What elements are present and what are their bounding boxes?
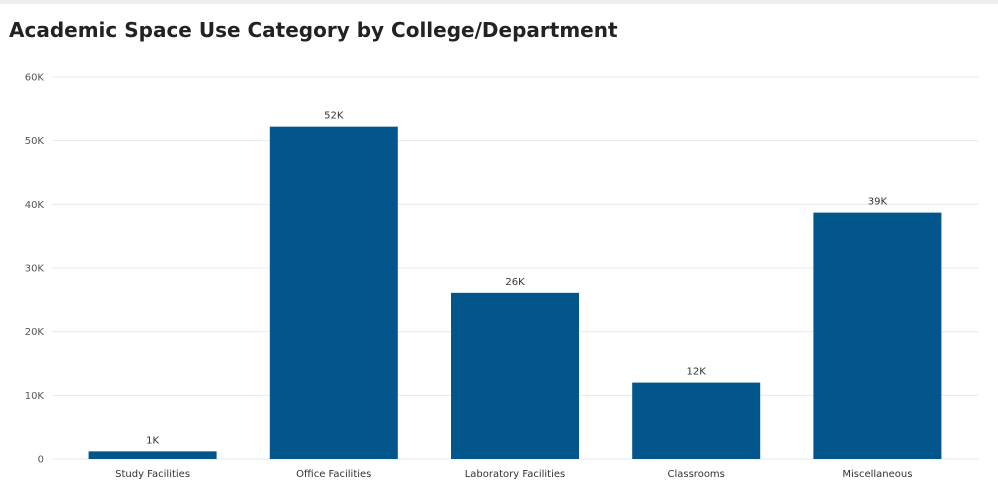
data-label: 52K xyxy=(324,111,344,122)
bar[interactable] xyxy=(88,451,217,459)
y-tick-label: 50K xyxy=(25,136,45,147)
bar[interactable] xyxy=(632,382,761,459)
x-axis-categories: Study Facilities Office Facilities Laborat… xyxy=(115,469,912,480)
bar[interactable] xyxy=(451,292,579,459)
x-category-label: Classrooms xyxy=(668,469,725,480)
y-tick-label: 10K xyxy=(25,391,45,402)
bar[interactable] xyxy=(269,126,398,459)
data-label: 26K xyxy=(505,277,525,288)
data-label: 12K xyxy=(687,367,707,378)
y-tick-label: 40K xyxy=(25,200,45,211)
bar[interactable] xyxy=(813,212,942,459)
y-tick-label: 30K xyxy=(25,264,45,275)
x-category-label: Miscellaneous xyxy=(842,469,912,480)
data-labels: 1K 52K 26K 12K 39K xyxy=(146,111,887,447)
data-label: 1K xyxy=(146,435,159,446)
x-category-label: Laboratory Facilities xyxy=(465,469,566,480)
bars xyxy=(88,126,942,459)
x-category-label: Study Facilities xyxy=(115,469,190,480)
y-tick-label: 0 xyxy=(38,455,44,466)
y-axis-ticks: 0 10K 20K 30K 40K 50K 60K xyxy=(25,73,45,466)
y-tick-label: 20K xyxy=(25,327,45,338)
data-label: 39K xyxy=(868,197,888,208)
x-category-label: Office Facilities xyxy=(296,469,371,480)
y-tick-label: 60K xyxy=(25,73,45,84)
chart-title: Academic Space Use Category by College/D… xyxy=(9,18,618,42)
top-border-strip xyxy=(0,0,998,4)
